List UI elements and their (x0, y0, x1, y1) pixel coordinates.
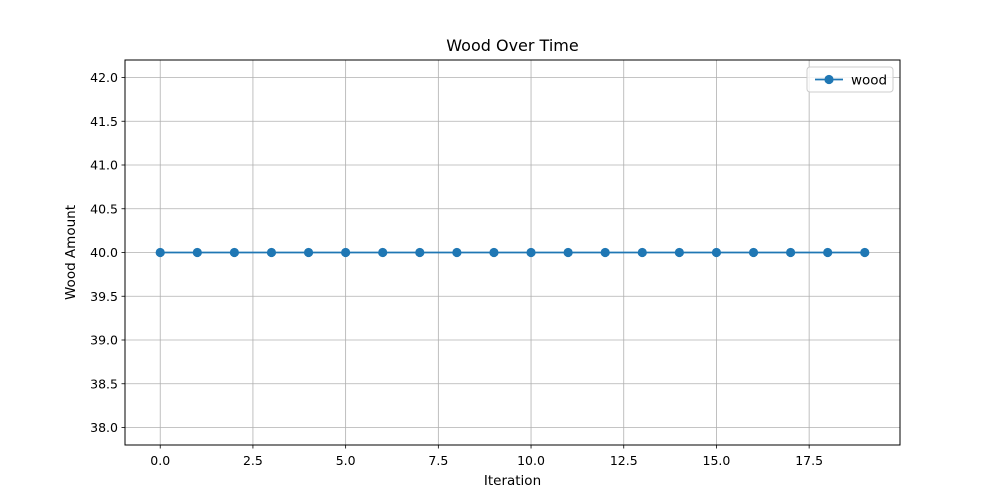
x-tick-label: 7.5 (428, 453, 448, 468)
data-point (823, 247, 833, 258)
data-point (600, 247, 610, 258)
data-point (563, 247, 573, 258)
data-point (378, 247, 388, 258)
y-tick-label: 40.0 (90, 245, 118, 260)
y-tick-label: 38.0 (90, 420, 118, 435)
legend-marker (824, 74, 834, 85)
data-point (155, 247, 165, 258)
data-point (341, 247, 351, 258)
x-tick-label: 12.5 (610, 453, 638, 468)
y-axis-label: Wood Amount (63, 205, 79, 300)
data-point (266, 247, 277, 258)
y-tick-label: 40.5 (90, 201, 118, 216)
x-tick-label: 15.0 (703, 453, 731, 468)
x-tick-label: 2.5 (243, 453, 263, 468)
data-point (452, 247, 462, 258)
y-tick-label: 39.5 (90, 289, 118, 304)
data-point (415, 247, 425, 258)
x-axis-label: Iteration (484, 473, 541, 489)
y-tick-label: 42.0 (90, 70, 118, 85)
y-tick-label: 41.5 (90, 114, 118, 129)
data-point (229, 247, 239, 258)
x-tick-label: 5.0 (336, 453, 356, 468)
x-tick-label: 0.0 (150, 453, 170, 468)
data-point (526, 247, 536, 258)
data-point (711, 247, 722, 258)
data-point (303, 247, 314, 258)
data-point (192, 247, 202, 258)
legend: wood (806, 66, 894, 93)
x-tick-label: 10.0 (517, 453, 545, 468)
axis-ticks: 0.0 2.5 5.0 7.5 10.0 12.5 15.0 17.5 38.0 38.5 39.0… (90, 70, 823, 468)
data-point (674, 247, 684, 258)
data-point (748, 247, 759, 258)
y-tick-label: 41.0 (90, 158, 118, 173)
chart-title: Wood Over Time (446, 36, 578, 55)
x-tick-label: 17.5 (795, 453, 823, 468)
y-tick-label: 38.5 (90, 376, 118, 391)
series-layer (155, 247, 870, 258)
legend-entry-label: wood (851, 73, 887, 89)
legend-box (806, 66, 894, 93)
data-point (786, 247, 796, 258)
data-point (637, 247, 647, 258)
data-point (860, 247, 870, 258)
y-tick-label: 39.0 (90, 333, 118, 348)
grid-lines (125, 60, 900, 445)
data-point (489, 247, 499, 258)
